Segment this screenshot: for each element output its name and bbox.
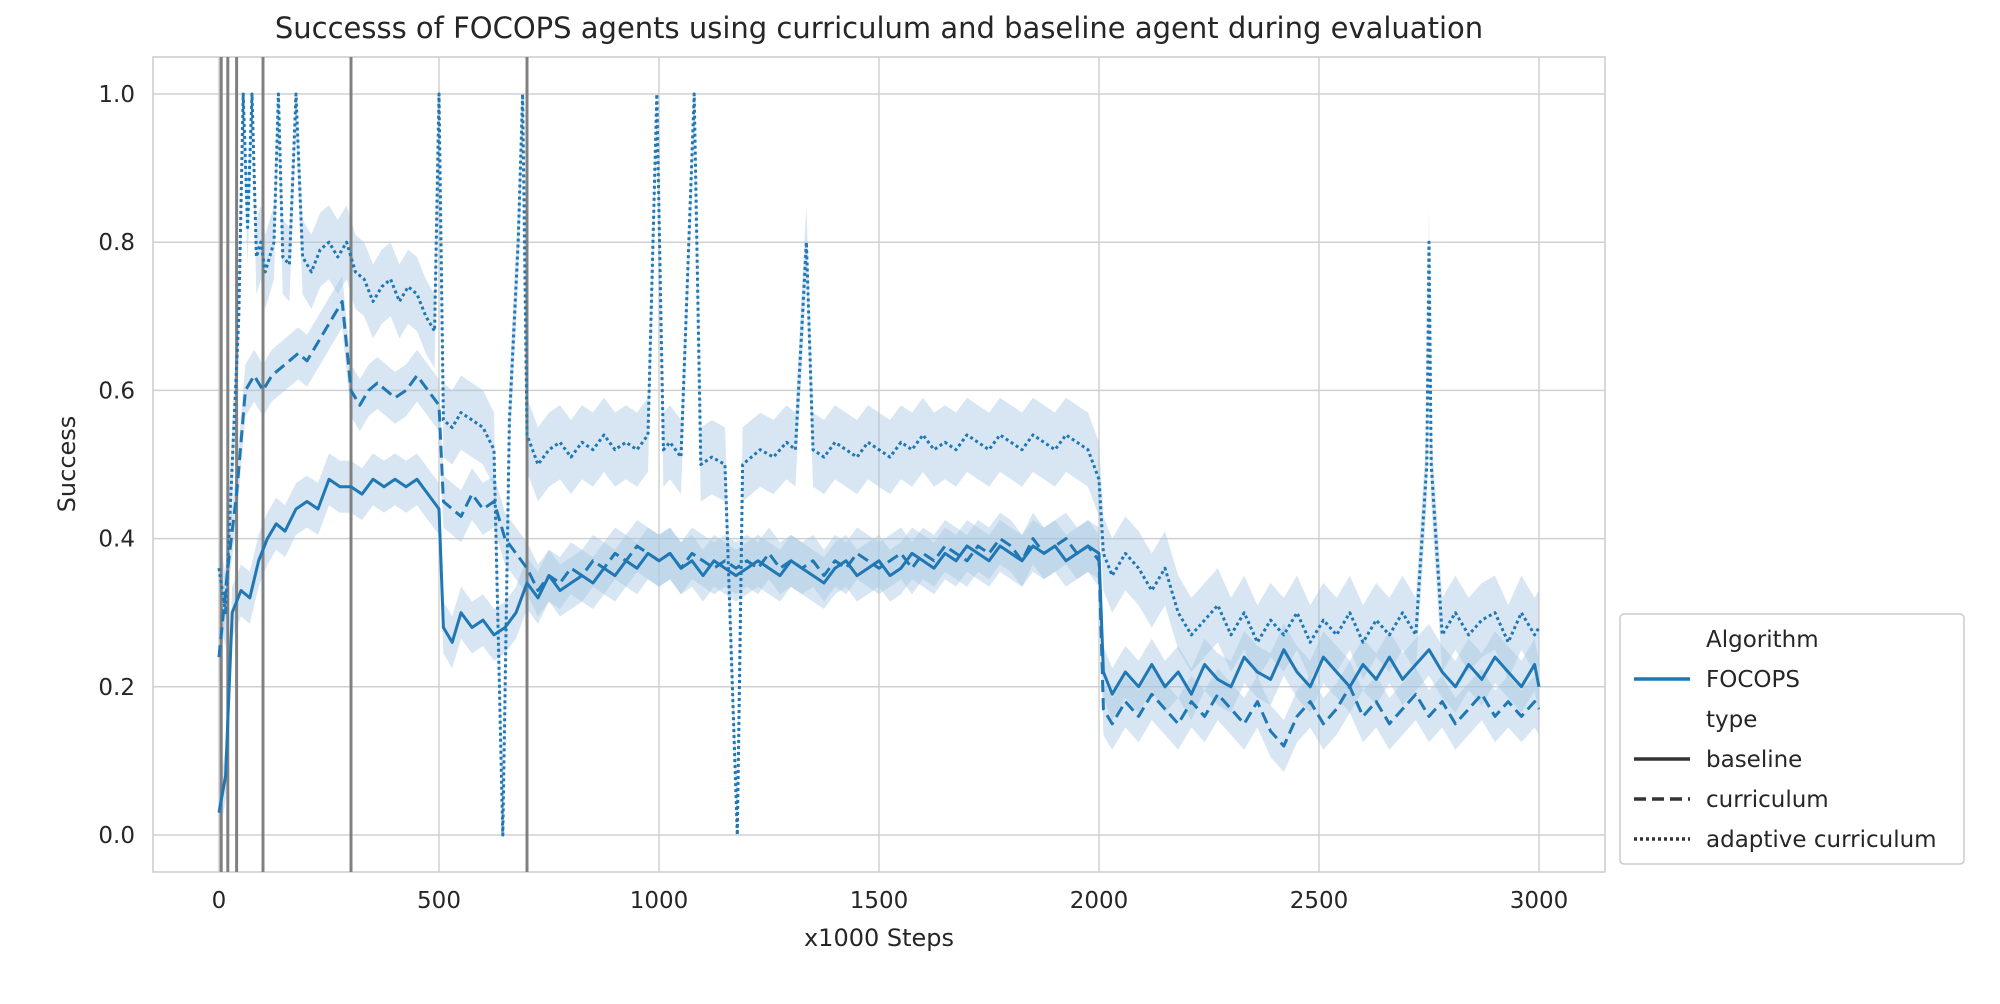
x-tick-label: 3000 bbox=[1510, 888, 1569, 914]
chart-title: Successs of FOCOPS agents using curricul… bbox=[275, 11, 1483, 45]
x-axis-ticks: 0 500 1000 1500 2000 2500 3000 bbox=[212, 888, 1569, 914]
confidence-band-adaptive-curriculum bbox=[219, 94, 1539, 835]
x-tick-label: 2000 bbox=[1070, 888, 1129, 914]
x-tick-label: 500 bbox=[417, 888, 461, 914]
y-tick-label: 0.0 bbox=[98, 823, 135, 849]
y-tick-label: 0.8 bbox=[98, 230, 135, 256]
y-tick-label: 0.4 bbox=[98, 527, 135, 553]
series-line-curriculum bbox=[217, 300, 1541, 748]
series-line-baseline bbox=[217, 477, 1541, 813]
x-tick-label: 2500 bbox=[1290, 888, 1349, 914]
x-axis-label: x1000 Steps bbox=[804, 924, 954, 952]
legend: Algorithm FOCOPS type baseline curriculum ada… bbox=[1619, 613, 1965, 865]
x-tick-label: 0 bbox=[212, 888, 227, 914]
legend-label: adaptive curriculum bbox=[1706, 827, 1937, 853]
legend-label: baseline bbox=[1706, 747, 1802, 773]
legend-box bbox=[1619, 613, 1965, 865]
y-axis-label: Success bbox=[53, 416, 81, 513]
x-tick-label: 1500 bbox=[850, 888, 909, 914]
grid-lines bbox=[153, 57, 1605, 872]
legend-label: curriculum bbox=[1706, 787, 1829, 813]
confidence-band-curriculum bbox=[219, 275, 1539, 772]
legend-header: Algorithm bbox=[1706, 627, 1819, 653]
x-tick-label: 1000 bbox=[630, 888, 689, 914]
series-line-adaptive-curriculum bbox=[217, 92, 1541, 837]
legend-header: type bbox=[1706, 707, 1757, 733]
y-tick-label: 1.0 bbox=[98, 82, 135, 108]
legend-label: FOCOPS bbox=[1706, 667, 1800, 693]
series-lines bbox=[217, 92, 1541, 837]
y-tick-label: 0.2 bbox=[98, 675, 135, 701]
y-axis-ticks: 0.0 0.2 0.4 0.6 0.8 1.0 bbox=[98, 82, 135, 849]
y-tick-label: 0.6 bbox=[98, 378, 135, 404]
